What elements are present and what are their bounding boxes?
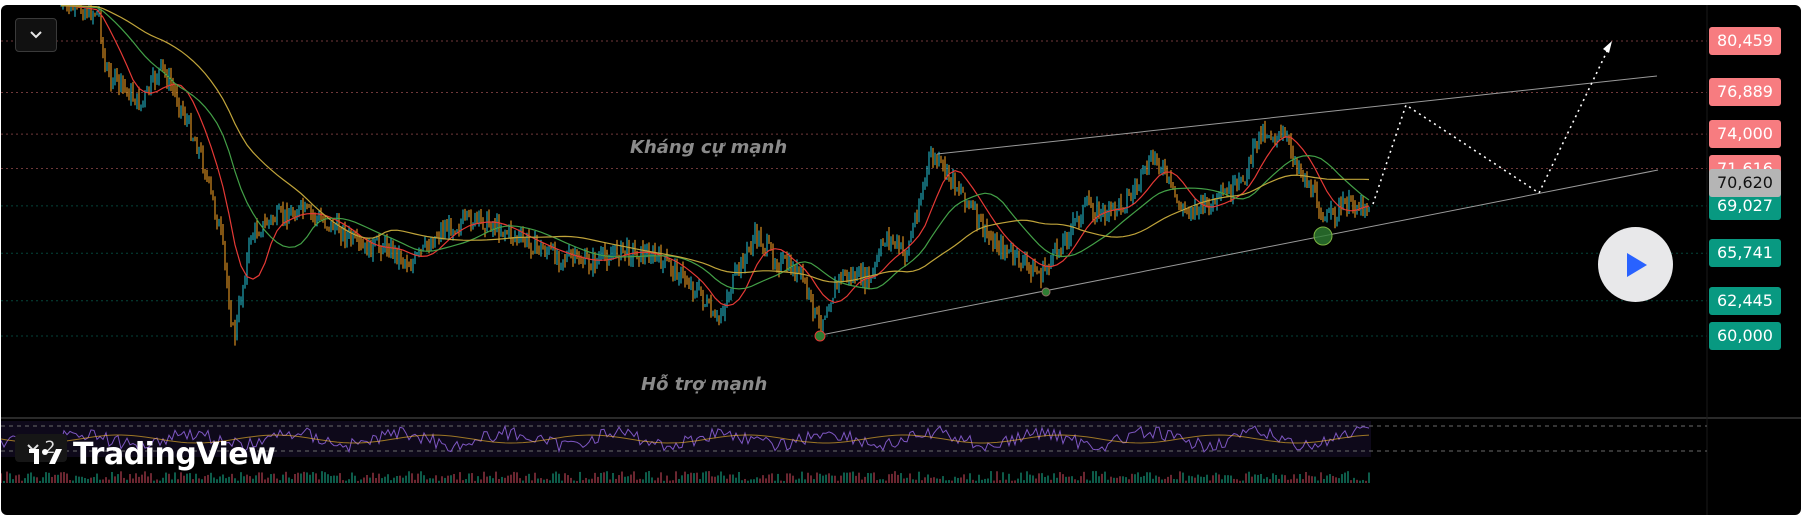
lower-channel-line (815, 169, 1659, 337)
tradingview-wordmark: TradingView (73, 437, 276, 472)
rsi-indicator-pane (1, 421, 1707, 483)
price-level-badge: 60,000 (1709, 322, 1781, 350)
upper-channel-line (936, 75, 1658, 155)
candlestick-series (60, 5, 1370, 346)
chart-container[interactable]: Kháng cự mạnh Hỗ trợ mạnh 2 TradingView … (1, 5, 1801, 515)
resistance-label: Kháng cự mạnh (630, 137, 788, 158)
projection-arrow-icon (1603, 41, 1612, 53)
price-level-badge: 62,445 (1709, 286, 1781, 315)
support-label: Hỗ trợ mạnh (641, 374, 768, 395)
tradingview-logo-icon (29, 448, 62, 464)
pane-count: 2 (44, 438, 56, 458)
price-level-badge: 76,889 (1709, 78, 1781, 107)
collapse-button[interactable] (15, 18, 57, 52)
support-touch-marker (1313, 226, 1333, 246)
moving-averages (60, 5, 1370, 307)
drawings-layer (814, 41, 1659, 342)
chevron-down-icon (30, 31, 42, 39)
pane-toggle-button[interactable]: 2 (15, 434, 67, 462)
play-button[interactable] (1598, 227, 1673, 302)
tradingview-logo[interactable]: TradingView (29, 437, 276, 472)
price-chart[interactable] (1, 5, 1801, 515)
support-touch-marker (814, 330, 826, 342)
ma-fast-line (60, 5, 1370, 307)
play-icon (1626, 252, 1647, 277)
price-level-badge: 65,741 (1709, 239, 1781, 268)
rsi-band (1, 421, 1371, 457)
rsi-signal-line (1, 434, 1370, 444)
rsi-line (1, 424, 1370, 454)
grid-layer (1, 5, 1801, 515)
current-price-badge: 70,620 (1709, 168, 1781, 197)
price-level-badge: 74,000 (1709, 120, 1781, 149)
support-touch-marker (1041, 287, 1051, 297)
ma-slow-line (61, 5, 1370, 283)
projection-path (1372, 42, 1612, 205)
ma-mid-line (61, 5, 1370, 290)
price-level-badge: 80,459 (1709, 27, 1781, 55)
